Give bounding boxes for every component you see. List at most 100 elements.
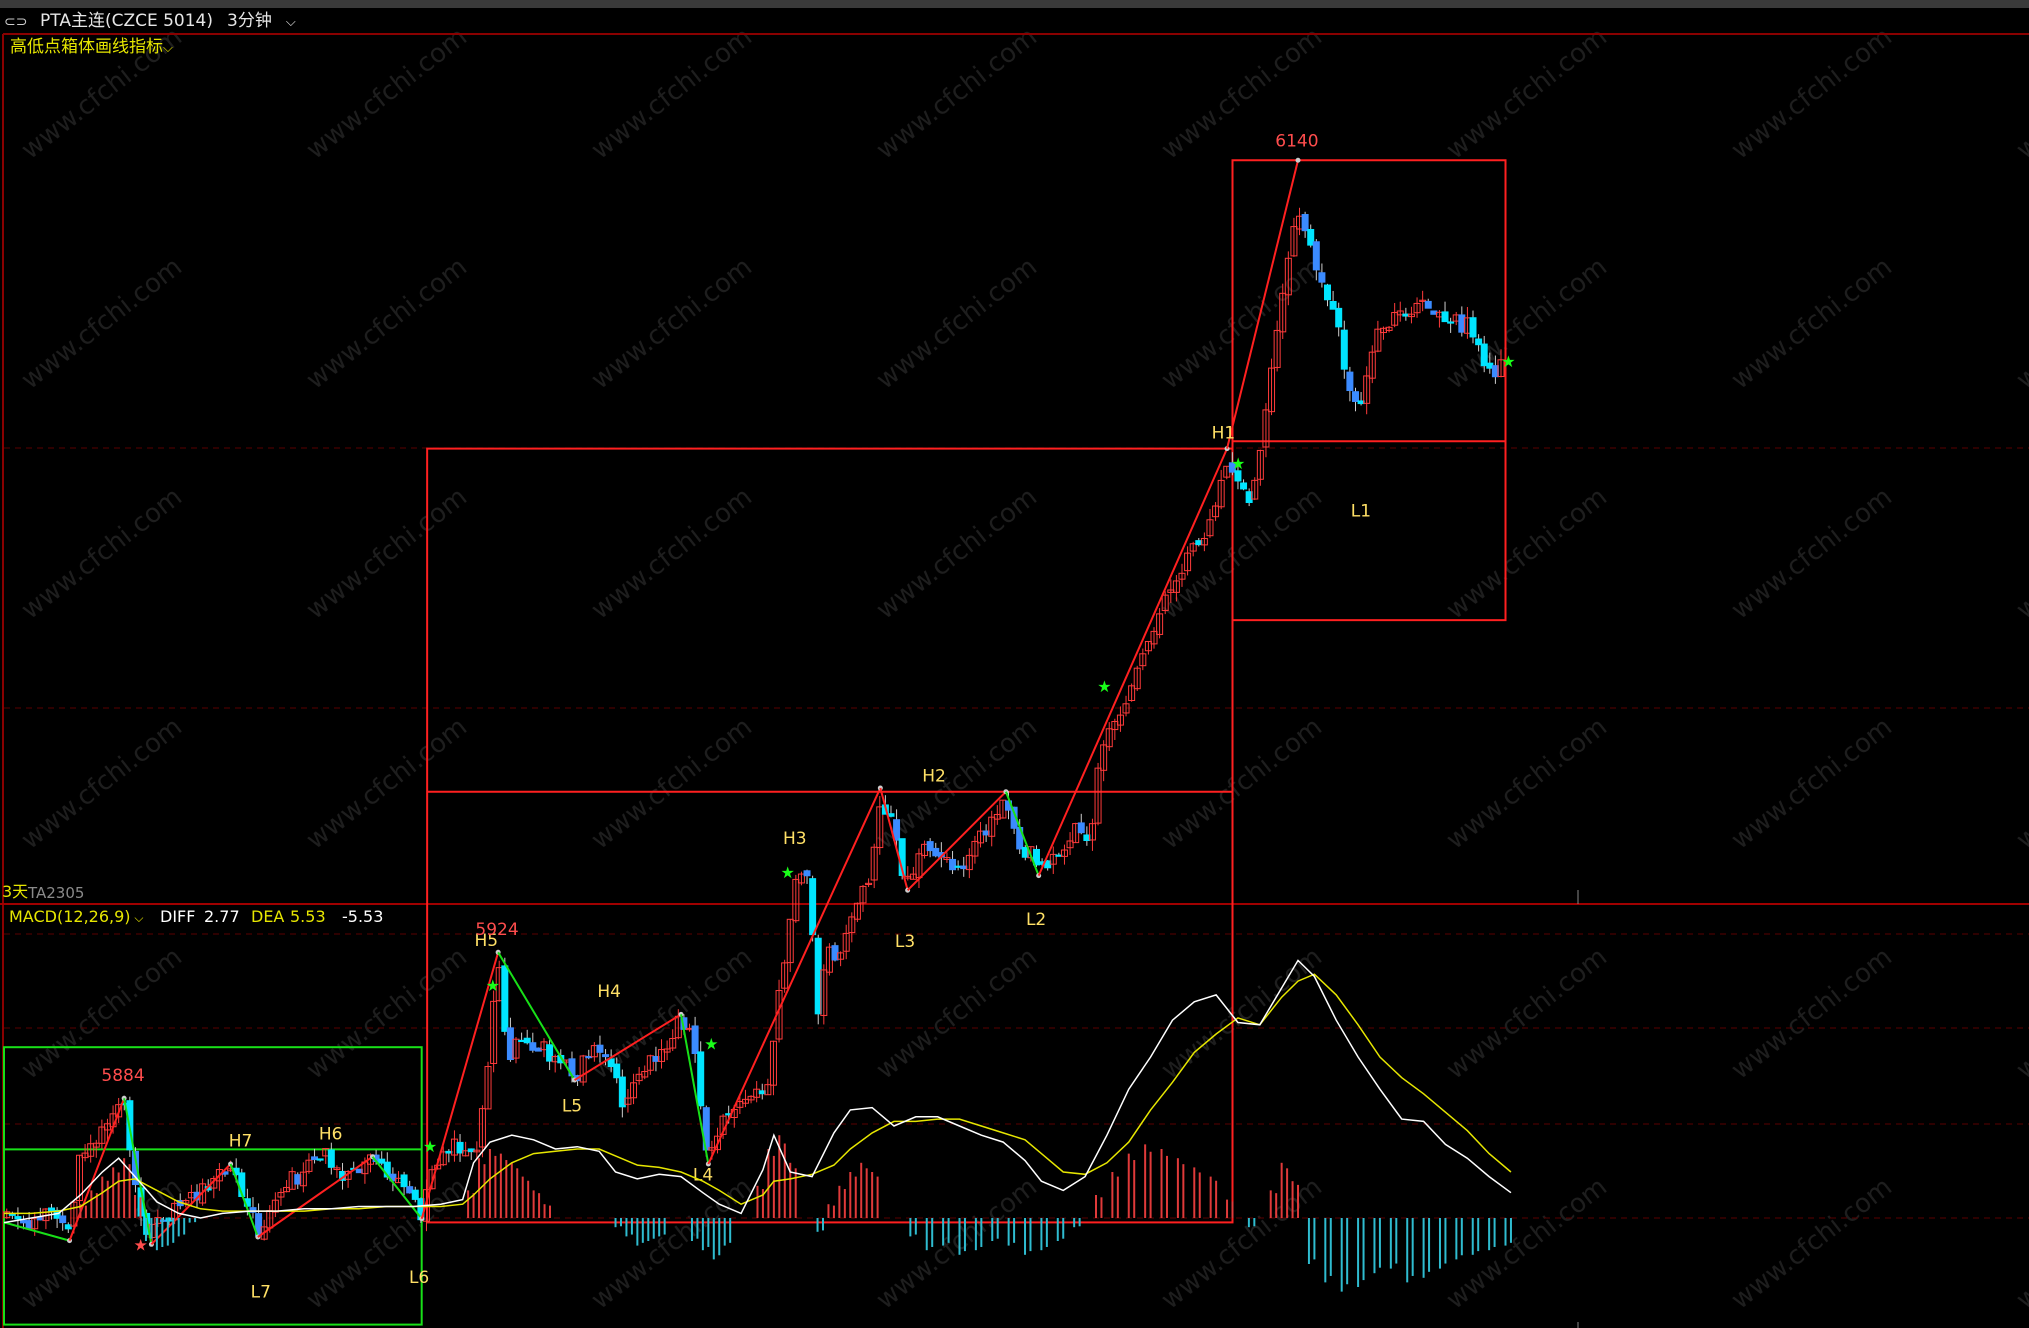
period-selector[interactable]: 3分钟 ⌵ — [227, 11, 310, 31]
candle-body — [70, 1201, 78, 1227]
dea-value: 5.53 — [290, 907, 326, 926]
zigzag-segment — [574, 1013, 682, 1081]
candle-body — [876, 806, 884, 849]
candle-body — [1217, 479, 1225, 508]
period-label: 3分钟 — [227, 11, 272, 31]
candle-body — [1363, 375, 1371, 404]
candle-body — [1368, 351, 1376, 379]
watermark-text: www.cfchi.com — [301, 1172, 473, 1316]
candle-body — [613, 1063, 621, 1079]
contract-days-label: 3天 — [2, 882, 28, 901]
candle-body — [1251, 479, 1259, 500]
candle-body — [490, 1000, 498, 1064]
candle-body — [316, 1158, 324, 1161]
candle-body — [1396, 310, 1404, 316]
candle-body — [630, 1082, 638, 1099]
candle-body — [865, 882, 873, 886]
zigzag-segment — [229, 1163, 259, 1238]
watermark-text: www.cfchi.com — [301, 712, 473, 856]
candle-body — [260, 1226, 268, 1240]
zigzag-segment — [150, 1163, 232, 1246]
zigzag-segment — [3, 1221, 70, 1242]
watermark-text: www.cfchi.com — [1156, 712, 1328, 856]
pivot-label: H7 — [229, 1132, 253, 1152]
candle-body — [624, 1097, 632, 1105]
candle-body — [1475, 338, 1483, 346]
price-boxes — [3, 159, 1507, 1326]
watermark-text: www.cfchi.com — [1726, 252, 1898, 396]
window-top-strip — [0, 0, 2029, 8]
watermark-text: www.cfchi.com — [2011, 942, 2029, 1086]
zigzag-lines — [3, 157, 1301, 1247]
watermark-text: www.cfchi.com — [871, 252, 1043, 396]
candle-body — [1077, 822, 1085, 834]
candle-body — [1240, 482, 1248, 490]
candle-body — [333, 1167, 341, 1171]
candle-body — [87, 1143, 95, 1157]
candle-body — [1139, 653, 1147, 667]
pivot-label: H4 — [597, 982, 621, 1002]
candle-body — [484, 1066, 492, 1110]
candle-body — [115, 1104, 123, 1118]
candle-body — [887, 813, 895, 817]
watermark-text: www.cfchi.com — [16, 942, 188, 1086]
candle-body — [641, 1071, 649, 1078]
candle-body — [1385, 326, 1393, 331]
candle-body — [92, 1142, 100, 1148]
candle-body — [809, 878, 817, 936]
pivot-label: L4 — [693, 1166, 713, 1186]
watermark-text: www.cfchi.com — [16, 252, 188, 396]
watermark-text: www.cfchi.com — [586, 1172, 758, 1316]
watermark-text: www.cfchi.com — [16, 712, 188, 856]
candle-body — [949, 858, 957, 871]
candle-body — [741, 1098, 749, 1104]
candle-body — [669, 1037, 677, 1049]
watermark-text: www.cfchi.com — [1441, 482, 1613, 626]
candle-body — [1324, 284, 1332, 301]
chevron-down-icon[interactable]: ⌵ — [131, 911, 144, 925]
link-icon[interactable]: ⊂⊃ — [4, 14, 28, 30]
candle-body — [462, 1150, 470, 1157]
candle-body — [988, 816, 996, 837]
signal-stars: ★ ★ ★ ★ ★ ★ ★ ★ — [134, 352, 1516, 1254]
watermark-text: www.cfchi.com — [871, 1172, 1043, 1316]
signal-star-icon: ★ — [423, 1137, 437, 1156]
candle-body — [965, 854, 973, 871]
candle-body — [1279, 292, 1287, 333]
watermark-text: www.cfchi.com — [2011, 1172, 2029, 1316]
candle-body — [1172, 580, 1180, 593]
candle-body — [1256, 449, 1264, 480]
chart-title-bar: ⊂⊃ PTA主连(CZCE 5014) 3分钟 ⌵ — [0, 8, 2029, 34]
signal-star-icon: ★ — [704, 1035, 718, 1054]
macd-name[interactable]: MACD(12,26,9) — [9, 907, 131, 926]
candle-body — [736, 1101, 744, 1108]
candle-body — [1407, 313, 1415, 318]
pivot-label: H1 — [1212, 424, 1236, 444]
candle-body — [1128, 685, 1136, 701]
symbol-title[interactable]: PTA主连(CZCE 5014) — [40, 11, 214, 31]
pivot-label: H5 — [474, 931, 498, 951]
candle-body — [1424, 300, 1432, 309]
signal-star-icon: ★ — [1097, 677, 1111, 696]
candle-body — [747, 1095, 755, 1101]
candle-body — [803, 870, 811, 877]
candle-body — [943, 857, 951, 860]
candle-body — [1346, 371, 1354, 392]
dea-line — [4, 973, 1512, 1215]
candle-body — [842, 932, 850, 952]
candle-body — [1340, 329, 1348, 370]
candle-body — [1144, 641, 1152, 652]
candle-body — [299, 1171, 307, 1187]
pivot-label: H2 — [922, 767, 946, 787]
watermark-text: www.cfchi.com — [1441, 22, 1613, 166]
watermark-text: www.cfchi.com — [586, 712, 758, 856]
diff-line — [3, 959, 1512, 1224]
candle-body — [1273, 329, 1281, 368]
pivot-label: H3 — [783, 829, 807, 849]
candle-body — [646, 1055, 654, 1071]
indicator-name[interactable]: 高低点箱体画线指标⌵ — [10, 37, 173, 57]
candle-body — [14, 1216, 22, 1220]
watermark-text: www.cfchi.com — [871, 22, 1043, 166]
candle-body — [75, 1154, 83, 1202]
